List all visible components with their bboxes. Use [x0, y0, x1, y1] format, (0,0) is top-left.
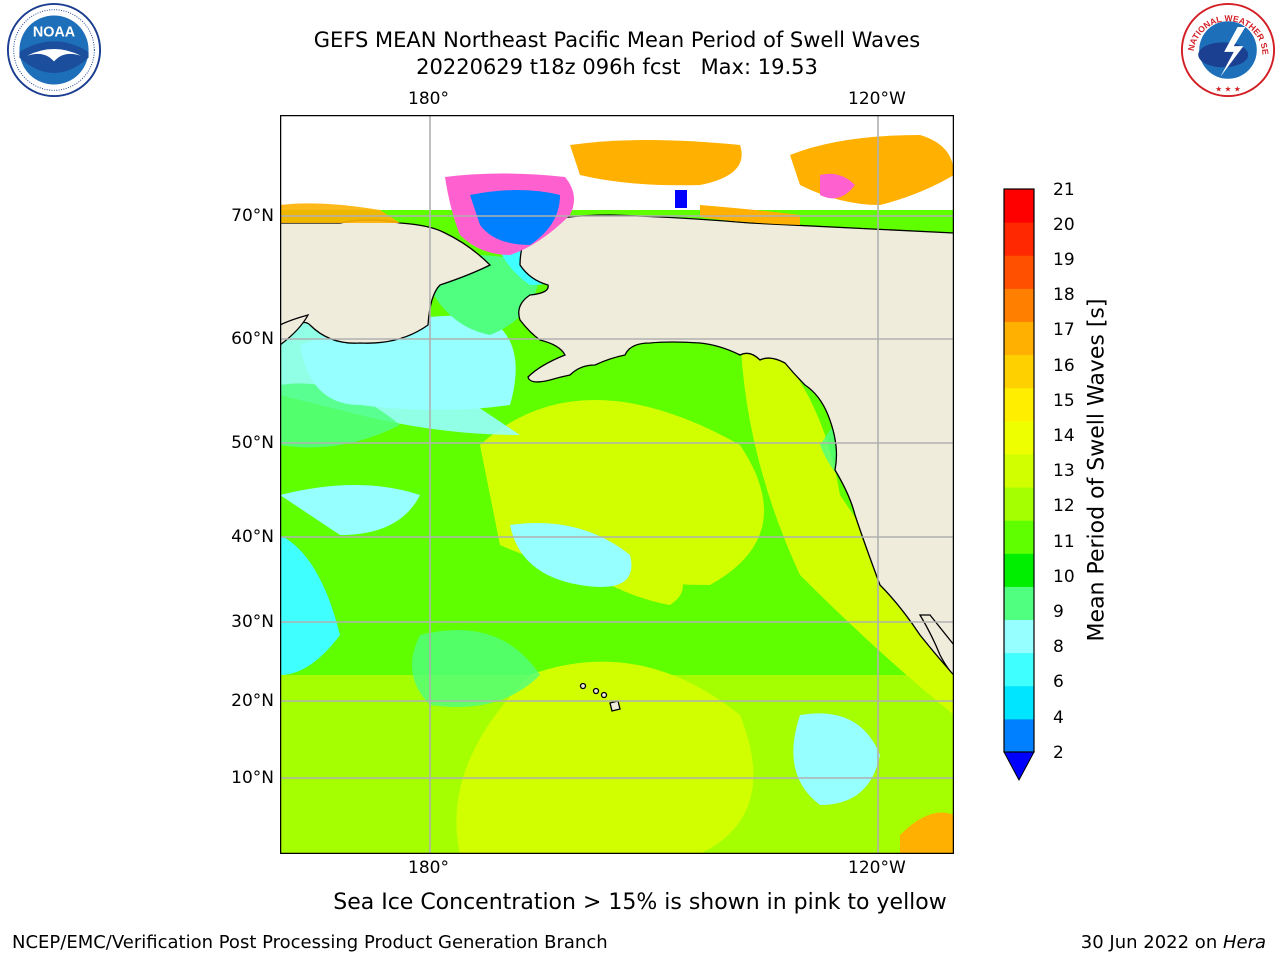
colorbar-extend-arrow — [1003, 751, 1035, 782]
colorbar-band — [1004, 288, 1034, 322]
colorbar-tick: 10 — [1053, 567, 1075, 587]
footer-credit: NCEP/EMC/Verification Post Processing Pr… — [12, 932, 608, 953]
colorbar-band — [1004, 586, 1034, 621]
colorbar-band — [1004, 255, 1034, 289]
hawaii-island — [600, 691, 608, 699]
footer-date-text: 30 Jun 2022 on — [1080, 932, 1223, 953]
colorbar-band — [1004, 685, 1034, 720]
land-baja — [918, 614, 954, 676]
colorbar-tick: 13 — [1053, 461, 1075, 481]
sea-ice-note: Sea Ice Concentration > 15% is shown in … — [333, 890, 947, 915]
colorbar-tick: 8 — [1053, 637, 1064, 657]
colorbar-band — [1004, 387, 1034, 422]
footer-date: 30 Jun 2022 on Hera — [1081, 932, 1266, 953]
lat-label-20n: 20°N — [231, 691, 274, 711]
lon-label-bottom-120w: 120°W — [848, 858, 906, 878]
colorbar-tick: 18 — [1053, 285, 1075, 305]
swell-period-map — [280, 115, 954, 854]
colorbar-tick: 12 — [1053, 496, 1075, 516]
noaa-logo-text: NOAA — [33, 25, 76, 41]
colorbar-tick: 16 — [1053, 356, 1075, 376]
colorbar-tick: 2 — [1053, 743, 1064, 763]
footer-host: Hera — [1222, 932, 1266, 953]
colorbar — [1003, 188, 1035, 782]
colorbar-band — [1004, 487, 1034, 521]
hawaii-island — [579, 682, 587, 690]
colorbar-tick: 14 — [1053, 426, 1075, 446]
colorbar-tick: 17 — [1053, 320, 1075, 340]
colorbar-band — [1004, 520, 1034, 554]
colorbar-title: Mean Period of Swell Waves [s] — [1084, 298, 1110, 642]
hawaii-island — [609, 700, 621, 712]
lat-label-70n: 70°N — [231, 206, 274, 226]
lon-label-top-120w: 120°W — [848, 89, 906, 109]
land-siberia — [280, 219, 492, 347]
colorbar-band — [1004, 321, 1034, 356]
lon-label-top-180: 180° — [408, 89, 449, 109]
map-frame — [280, 115, 954, 854]
colorbar-frame — [1003, 188, 1035, 753]
lat-label-60n: 60°N — [231, 329, 274, 349]
colorbar-tick: 11 — [1053, 532, 1075, 552]
noaa-logo: NOAA — [6, 2, 102, 98]
lat-label-10n: 10°N — [231, 768, 274, 788]
map-title: GEFS MEAN Northeast Pacific Mean Period … — [313, 28, 921, 52]
colorbar-tick: 15 — [1053, 391, 1075, 411]
colorbar-band — [1004, 553, 1034, 587]
nws-logo: NATIONAL WEATHER SERVICE ★ ★ ★ — [1180, 2, 1276, 98]
sea-ice — [280, 115, 954, 255]
lat-label-50n: 50°N — [231, 433, 274, 453]
colorbar-tick: 6 — [1053, 672, 1064, 692]
lon-label-bottom-180: 180° — [408, 858, 449, 878]
colorbar-tick: 21 — [1053, 180, 1075, 200]
lat-label-40n: 40°N — [231, 527, 274, 547]
land — [280, 214, 954, 712]
colorbar-band — [1004, 222, 1034, 256]
colorbar-band — [1004, 619, 1034, 654]
colorbar-tick: 4 — [1053, 708, 1064, 728]
colorbar-band — [1004, 354, 1034, 389]
hawaii-island — [592, 687, 600, 695]
colorbar-band — [1004, 189, 1034, 223]
colorbar-band — [1004, 652, 1034, 687]
colorbar-band — [1004, 420, 1034, 455]
colorbar-tick: 20 — [1053, 215, 1075, 235]
colorbar-band — [1004, 453, 1034, 488]
map-subtitle: 20220629 t18z 096h fcst Max: 19.53 — [416, 55, 818, 79]
colorbar-tick: 9 — [1053, 602, 1064, 622]
nws-logo-stars: ★ ★ ★ — [1215, 84, 1241, 93]
colorbar-tick: 19 — [1053, 250, 1075, 270]
lat-label-30n: 30°N — [231, 612, 274, 632]
graticule — [280, 115, 954, 854]
colorbar-band — [1004, 718, 1034, 753]
